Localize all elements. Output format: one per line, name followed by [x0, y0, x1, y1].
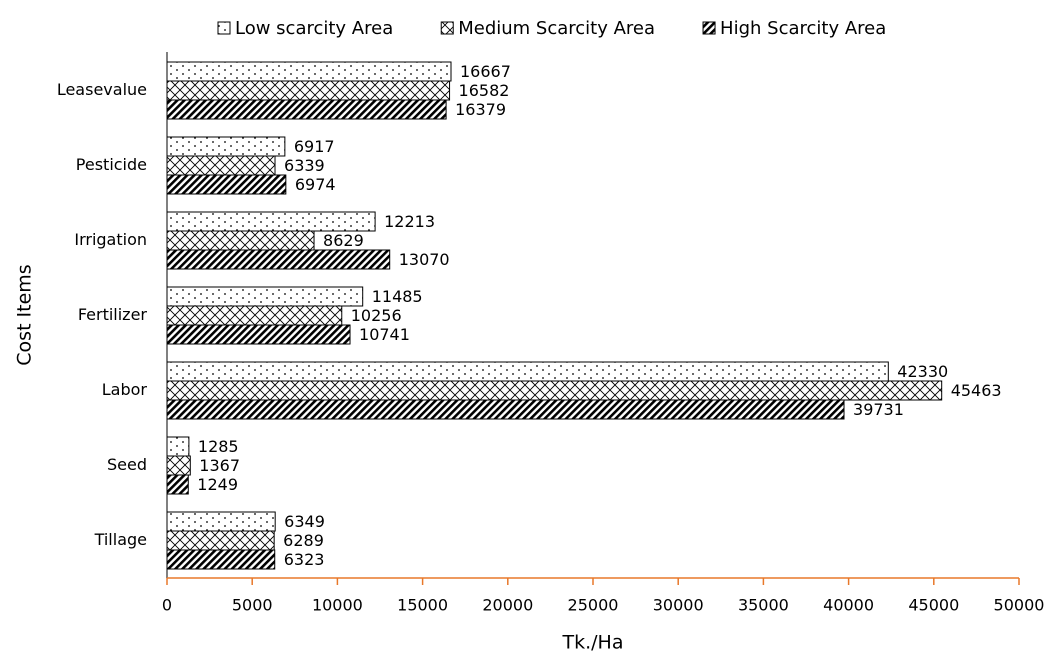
value-label: 39731	[853, 400, 904, 419]
x-tick-label: 40000	[823, 596, 874, 615]
legend-swatch	[702, 21, 716, 35]
value-label: 6323	[284, 550, 325, 569]
value-label: 1367	[199, 456, 240, 475]
value-label: 6917	[294, 137, 335, 156]
legend-label: High Scarcity Area	[720, 18, 886, 39]
x-tick-label: 5000	[232, 596, 273, 615]
y-tick-label: Leasevalue	[57, 80, 147, 99]
value-label: 6339	[284, 156, 325, 175]
bar	[166, 399, 845, 420]
value-label: 13070	[399, 250, 450, 269]
value-label: 1285	[198, 437, 239, 456]
bar	[166, 530, 275, 551]
bar	[166, 155, 276, 176]
value-label: 16379	[455, 100, 506, 119]
bar	[166, 136, 286, 157]
value-label: 11485	[372, 287, 423, 306]
x-tick-label: 0	[162, 596, 172, 615]
y-tick-label: Seed	[107, 455, 147, 474]
value-label: 16582	[459, 81, 510, 100]
y-tick-label: Pesticide	[76, 155, 147, 174]
value-label: 6289	[283, 531, 324, 550]
bar	[166, 305, 343, 326]
bar	[166, 174, 287, 195]
value-label: 6349	[284, 512, 325, 531]
value-label: 42330	[897, 362, 948, 381]
bar	[166, 211, 376, 232]
bar	[166, 61, 452, 82]
legend-swatch	[217, 21, 231, 35]
bar	[166, 99, 447, 120]
legend-swatch	[440, 21, 454, 35]
bar	[166, 230, 315, 251]
x-tick-label: 15000	[397, 596, 448, 615]
y-tick-label: Irrigation	[74, 230, 147, 249]
x-axis-title: Tk./Ha	[562, 632, 624, 654]
x-tick-label: 45000	[908, 596, 959, 615]
legend-label: Medium Scarcity Area	[458, 18, 655, 39]
value-label: 8629	[323, 231, 364, 250]
legend-label: Low scarcity Area	[235, 18, 393, 39]
y-tick-label: Fertilizer	[78, 305, 148, 324]
bar	[166, 511, 276, 532]
y-tick-label: Tillage	[94, 530, 147, 549]
bar	[166, 549, 276, 570]
x-tick-label: 20000	[482, 596, 533, 615]
y-tick-label: Labor	[102, 380, 148, 399]
value-label: 10256	[351, 306, 402, 325]
bar	[166, 380, 943, 401]
value-label: 10741	[359, 325, 410, 344]
bar	[166, 455, 191, 476]
value-label: 16667	[460, 62, 511, 81]
value-label: 6974	[295, 175, 336, 194]
bar	[166, 249, 391, 270]
bar	[166, 80, 451, 101]
bar	[166, 361, 889, 382]
x-tick-label: 10000	[312, 596, 363, 615]
x-tick-label: 30000	[653, 596, 704, 615]
y-axis-title: Cost Items	[14, 264, 36, 365]
value-label: 45463	[951, 381, 1002, 400]
value-label: 12213	[384, 212, 435, 231]
bar	[166, 474, 189, 495]
x-tick-label: 25000	[568, 596, 619, 615]
bar	[166, 436, 190, 457]
bar	[166, 286, 364, 307]
value-label: 1249	[197, 475, 238, 494]
x-tick-label: 35000	[738, 596, 789, 615]
bar	[166, 324, 351, 345]
x-tick-label: 50000	[994, 596, 1045, 615]
